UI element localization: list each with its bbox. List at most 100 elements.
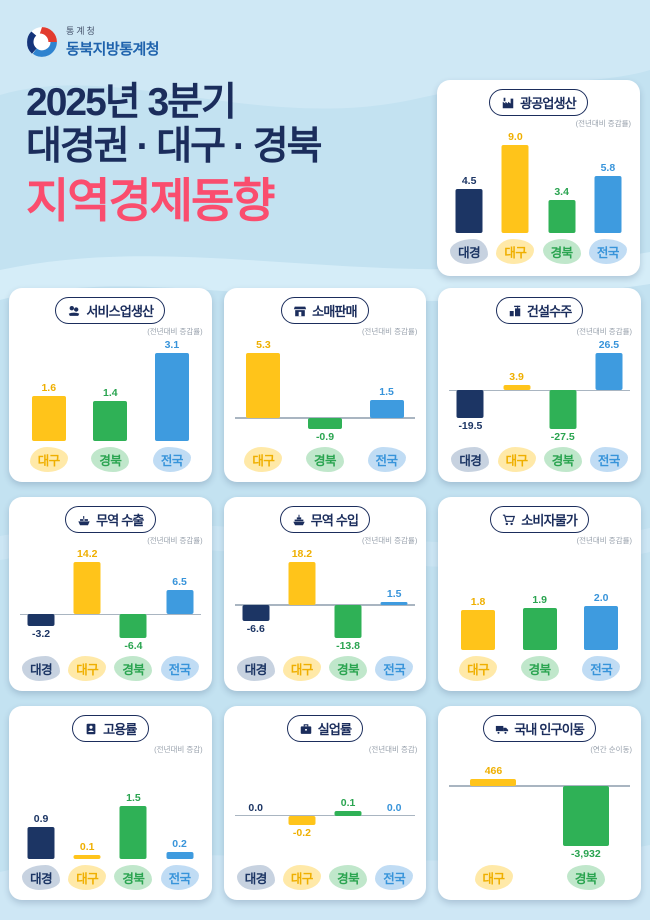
card-title-pill: 건설수주 (495, 297, 584, 324)
card-title-pill: 소매판매 (281, 297, 369, 324)
region-label: 전국 (570, 654, 632, 682)
card-subtitle: (전년대비 증감률) (576, 327, 632, 336)
agency-text: 통계청 동북지방통계청 (66, 24, 160, 59)
bar-value: -19.5 (458, 419, 483, 432)
bar (93, 401, 128, 441)
card-title-pill: 국내 인구이동 (483, 715, 597, 742)
region-name: 대구 (76, 662, 99, 677)
bar-value: -0.9 (315, 431, 335, 443)
bar (27, 614, 55, 627)
card-subtitle: (전년대비 증감률) (147, 536, 203, 545)
region-map-shape-icon (451, 446, 490, 472)
region-map-shape-icon (329, 655, 368, 681)
region-label: 전국 (585, 237, 631, 265)
card-title: 소비자물가 (521, 513, 578, 528)
card-title-pill: 실업률 (286, 715, 364, 742)
region-map-shape-icon (282, 655, 321, 681)
bar (503, 384, 531, 391)
bar-value: 9.0 (508, 131, 523, 143)
zero-baseline (20, 613, 201, 616)
bar-value: 1.8 (470, 596, 486, 609)
chart-card: 건설수주 (전년대비 증감률) -19.5 3.9 -27.5 26.5 대경 대구 경북… (438, 288, 641, 482)
card-title: 소매판매 (312, 304, 357, 319)
card-header: 고용률 (18, 715, 203, 742)
card-subtitle: (전년대비 증감) (154, 745, 203, 754)
bar-value: -3.2 (32, 628, 51, 641)
bar-value: 3.9 (509, 370, 524, 383)
region-name: 경북 (99, 453, 122, 468)
bar (548, 199, 576, 233)
bar-plot: -6.6 18.2 -13.8 1.5 (233, 546, 418, 652)
category-row: 대경 대구 경북 전국 (18, 654, 203, 682)
bar-plot: -3.2 14.2 -6.4 6.5 (18, 546, 203, 652)
card-title: 무역 수출 (96, 513, 144, 528)
agency-logo: 통계청 동북지방통계청 (26, 24, 431, 59)
region-map-shape-icon (589, 446, 628, 472)
region-map-shape-icon (160, 655, 199, 681)
card-subtitle: (연간 순이동) (590, 745, 632, 754)
bar (166, 851, 194, 859)
bar-value: 4.5 (461, 175, 477, 187)
region-name: 대구 (505, 453, 529, 468)
bar-value: 0.0 (248, 801, 264, 814)
bar (119, 614, 147, 638)
category-row: 대구 경북 전국 (233, 445, 418, 473)
bar (307, 417, 342, 429)
category-row: 대경 대구 경북 전국 (447, 445, 632, 473)
bar-value: 0.1 (79, 841, 95, 854)
agency-name: 동북지방통계청 (66, 41, 160, 58)
hero-card-slot: 광공업생산 (전년대비 증감률) 4.5 9.0 3.4 5.8 대경 대구 경북 전국 (437, 80, 640, 276)
construction-icon (508, 304, 522, 318)
bar-value: 0.0 (386, 801, 402, 814)
hand-coins-icon (67, 304, 81, 318)
bar-value: 3.1 (164, 339, 180, 351)
region-name: 대구 (482, 871, 505, 886)
bar-value: 1.5 (126, 792, 141, 805)
region-name: 대경 (30, 662, 53, 677)
bar (31, 395, 66, 441)
zero-baseline (234, 604, 416, 606)
region-name: 전국 (168, 871, 192, 886)
card-header: 무역 수입 (233, 506, 418, 533)
card-title: 광공업생산 (520, 96, 577, 111)
region-label: 전국 (371, 863, 417, 891)
card-title: 서비스업생산 (86, 304, 154, 319)
bar (154, 353, 189, 441)
bar (549, 390, 577, 429)
cards-grid: 서비스업생산 (전년대비 증감률) 1.6 1.4 3.1 대구 경북 전국 소매판매 … (9, 288, 641, 900)
card-subtitle: (전년대비 증감) (368, 745, 418, 754)
region-label: 대경 (18, 654, 64, 682)
bar (369, 399, 404, 418)
bar-plot: 1.8 1.9 2.0 (447, 546, 632, 652)
bar-value: 5.3 (256, 339, 271, 351)
region-name: 대구 (37, 453, 61, 468)
card-header: 소매판매 (233, 297, 418, 324)
region-name: 대경 (30, 871, 53, 886)
bar-value: -6.6 (246, 622, 265, 635)
card-title-pill: 서비스업생산 (55, 297, 166, 324)
page-title: 2025년 3분기 대경권 · 대구 · 경북 지역경제동향 (26, 81, 431, 227)
region-map-shape-icon (375, 655, 414, 681)
bar (584, 606, 619, 650)
bar (334, 811, 362, 816)
bar-plot: -19.5 3.9 -27.5 26.5 (447, 337, 632, 443)
region-label: 대구 (447, 654, 509, 682)
region-label: 경북 (509, 654, 571, 682)
bar-value: 1.4 (103, 387, 118, 400)
bar (380, 601, 408, 606)
region-name: 경북 (528, 662, 552, 677)
card-title-pill: 소비자물가 (490, 506, 590, 533)
bar (455, 189, 483, 233)
region-map-shape-icon (520, 655, 559, 681)
chart-card: 서비스업생산 (전년대비 증감률) 1.6 1.4 3.1 대구 경북 전국 (9, 288, 212, 482)
chart-card: 광공업생산 (전년대비 증감률) 4.5 9.0 3.4 5.8 대경 대구 경북 전국 (437, 80, 640, 276)
region-map-shape-icon (306, 446, 344, 472)
region-name: 대경 (458, 245, 481, 260)
card-title: 무역 수입 (310, 513, 359, 528)
region-label: 대구 (64, 654, 110, 682)
region-map-shape-icon (236, 655, 275, 681)
region-label: 경북 (540, 445, 586, 473)
region-map-shape-icon (22, 655, 61, 681)
bar-plot: 466 -3,932 (447, 755, 632, 861)
bar (595, 353, 623, 391)
